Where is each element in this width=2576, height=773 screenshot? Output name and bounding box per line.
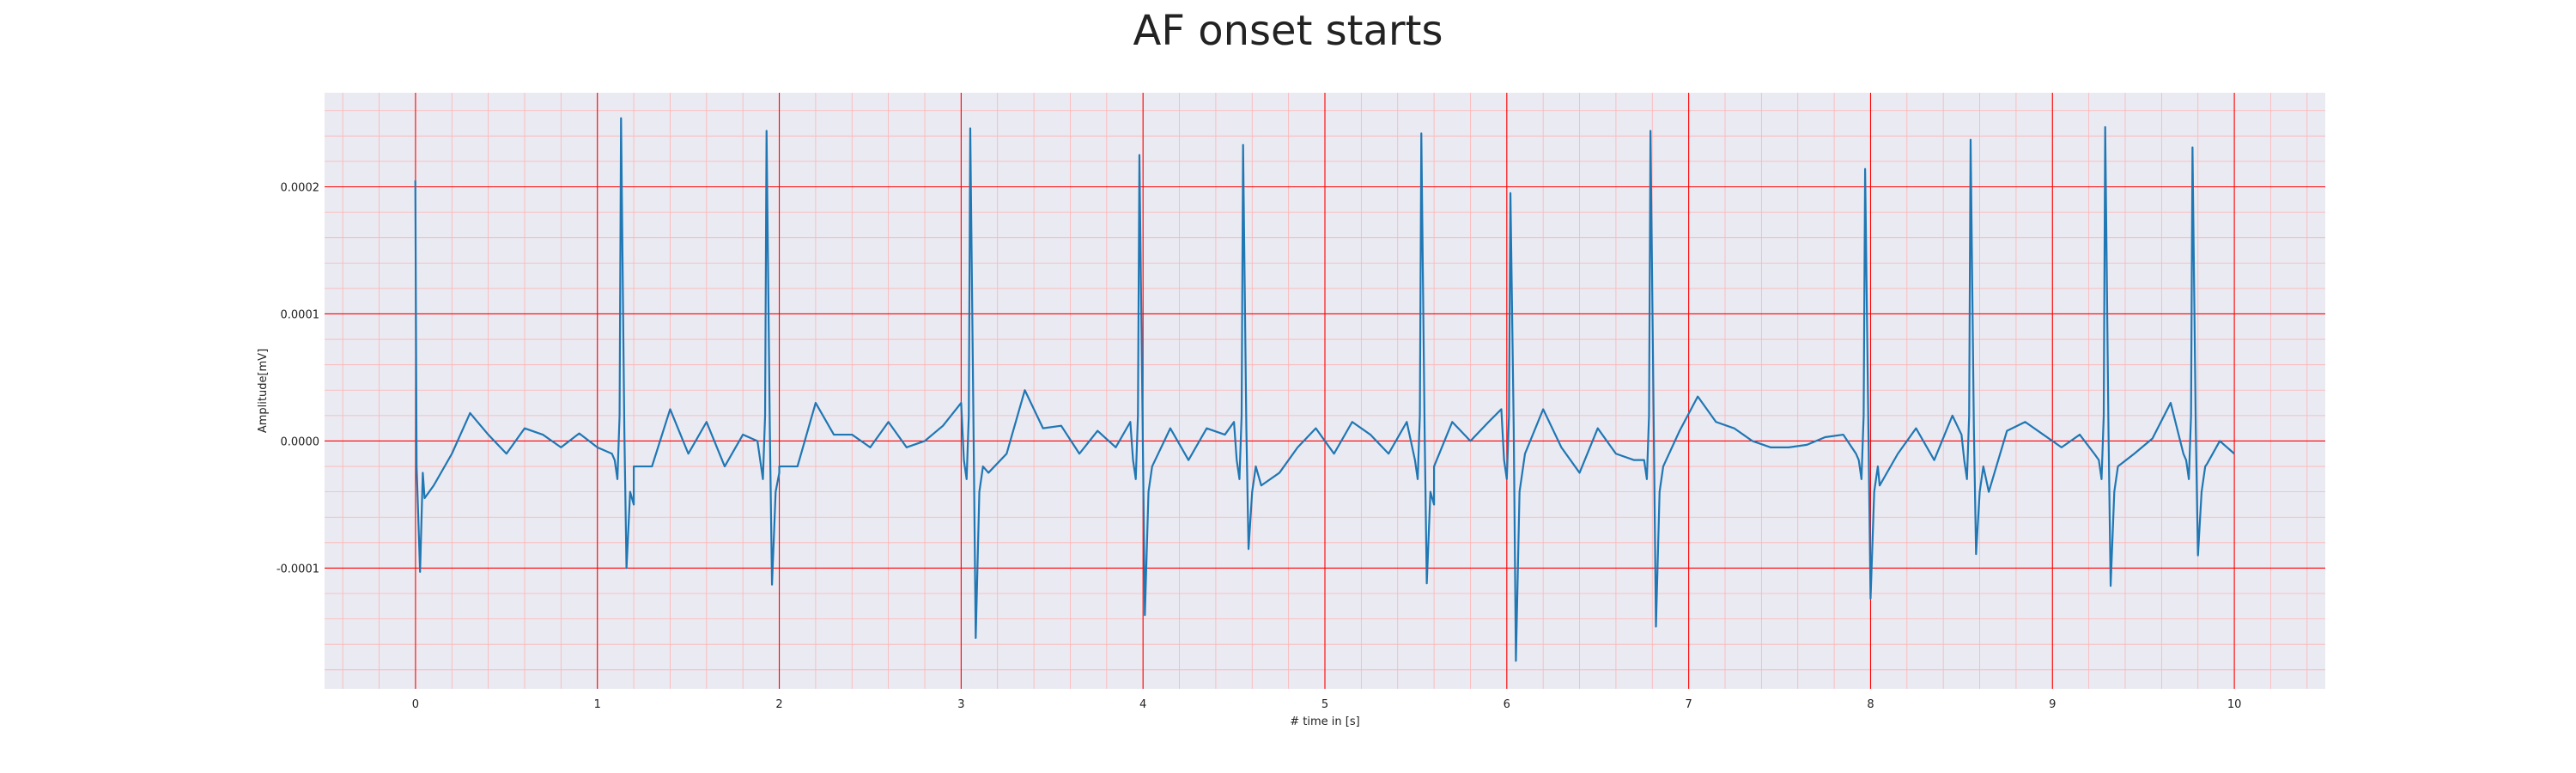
- y-tick-label: 0.0000: [281, 435, 320, 448]
- y-axis-label: Amplitude[mV]: [257, 349, 270, 433]
- ecg-series-line: [414, 117, 2235, 662]
- y-tick-label: 0.0002: [281, 182, 320, 195]
- x-tick-label: 2: [775, 698, 782, 711]
- x-tick-label: 7: [1685, 698, 1692, 711]
- x-axis-ticks: 0 1 2 3 4 5 6 7 8 9 10: [412, 698, 2242, 711]
- y-tick-label: 0.0001: [281, 308, 320, 321]
- chart-title: AF onset starts: [1133, 7, 1443, 55]
- x-tick-label: 8: [1867, 698, 1874, 711]
- x-tick-label: 0: [412, 698, 419, 711]
- x-tick-label: 4: [1139, 698, 1146, 711]
- x-tick-label: 9: [2049, 698, 2056, 711]
- x-tick-label: 5: [1321, 698, 1328, 711]
- x-tick-label: 10: [2227, 698, 2242, 711]
- x-axis-label: # time in [s]: [1290, 715, 1359, 728]
- y-axis-ticks: 0.0002 0.0001 0.0000 -0.0001: [276, 182, 319, 576]
- x-tick-label: 3: [957, 698, 964, 711]
- y-tick-label: -0.0001: [276, 563, 319, 575]
- x-tick-label: 1: [594, 698, 601, 711]
- x-tick-label: 6: [1504, 698, 1510, 711]
